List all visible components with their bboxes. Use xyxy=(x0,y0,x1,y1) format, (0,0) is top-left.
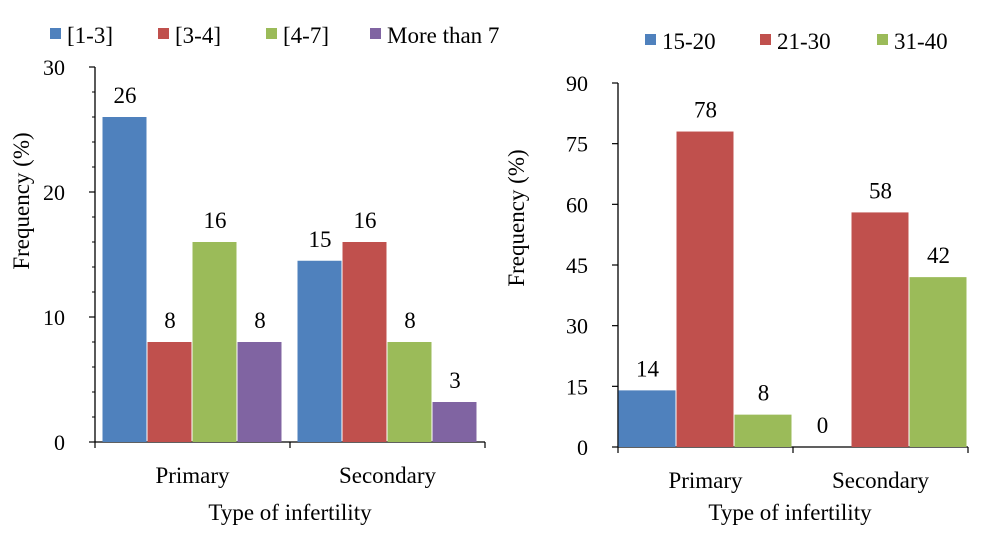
left-bar xyxy=(387,342,432,442)
left-data-label: 3 xyxy=(449,368,461,393)
left-data-label: 8 xyxy=(164,308,176,333)
right-legend-swatch xyxy=(645,34,656,45)
left-bar xyxy=(147,342,192,442)
right-data-label: 14 xyxy=(636,356,660,381)
right-y-tick-label: 90 xyxy=(566,71,588,96)
left-data-label: 26 xyxy=(114,83,137,108)
right-bar xyxy=(676,131,734,448)
left-x-tick-label: Primary xyxy=(155,463,230,488)
right-x-tick-label: Primary xyxy=(668,468,743,493)
right-legend-swatch xyxy=(760,34,771,45)
right-data-label: 42 xyxy=(927,243,950,268)
right-y-axis-title: Frequency (%) xyxy=(504,149,529,286)
left-bar xyxy=(192,242,237,442)
left-x-axis-title: Type of infertility xyxy=(208,500,372,525)
left-bar xyxy=(342,242,387,442)
right-x-axis-title: Type of infertility xyxy=(708,500,872,525)
right-data-label: 0 xyxy=(817,413,829,438)
right-y-tick-label: 45 xyxy=(566,253,588,278)
right-bar xyxy=(734,414,792,447)
right-data-label: 58 xyxy=(869,178,892,203)
right-legend-label: 31-40 xyxy=(894,29,948,54)
right-bar xyxy=(618,390,676,447)
left-legend-label: [4-7] xyxy=(283,23,329,48)
left-legend-swatch xyxy=(158,28,169,39)
right-data-label: 78 xyxy=(694,98,717,123)
left-bar xyxy=(432,402,477,442)
right-bar xyxy=(909,277,967,447)
right-legend-label: 21-30 xyxy=(777,29,831,54)
right-y-tick-label: 75 xyxy=(566,132,588,157)
right-y-tick-label: 30 xyxy=(566,314,588,339)
left-legend-swatch xyxy=(370,28,381,39)
left-data-label: 16 xyxy=(204,208,227,233)
right-data-label: 8 xyxy=(758,381,770,406)
left-legend-swatch xyxy=(50,28,61,39)
left-data-label: 16 xyxy=(354,208,377,233)
right-chart: Frequency (%) Type of infertility 0 15 30 4… xyxy=(504,29,969,525)
left-y-tick-label: 30 xyxy=(43,55,65,80)
left-chart: Frequency (%) Type of infertility 0 10 20 3… xyxy=(9,23,499,525)
left-bar xyxy=(237,342,282,442)
left-x-tick-label: Secondary xyxy=(339,463,437,488)
left-data-label: 8 xyxy=(404,308,416,333)
left-legend-label: More than 7 xyxy=(387,23,499,48)
left-y-tick-label: 10 xyxy=(43,305,65,330)
left-y-axis-title: Frequency (%) xyxy=(9,132,34,269)
right-bar xyxy=(851,212,909,447)
left-data-label: 15 xyxy=(309,227,332,252)
left-y-tick-label: 0 xyxy=(54,430,65,455)
left-legend-label: [3-4] xyxy=(175,23,221,48)
right-x-tick-label: Secondary xyxy=(832,468,930,493)
left-y-tick-label: 20 xyxy=(43,180,65,205)
left-bar xyxy=(102,117,147,442)
left-data-label: 8 xyxy=(254,308,266,333)
right-y-tick-label: 0 xyxy=(577,435,588,460)
right-legend-swatch xyxy=(877,34,888,45)
left-legend-label: [1-3] xyxy=(67,23,113,48)
right-y-tick-label: 15 xyxy=(566,374,588,399)
left-legend-swatch xyxy=(266,28,277,39)
right-legend-label: 15-20 xyxy=(662,29,716,54)
right-y-tick-label: 60 xyxy=(566,192,588,217)
left-bar xyxy=(297,260,342,442)
